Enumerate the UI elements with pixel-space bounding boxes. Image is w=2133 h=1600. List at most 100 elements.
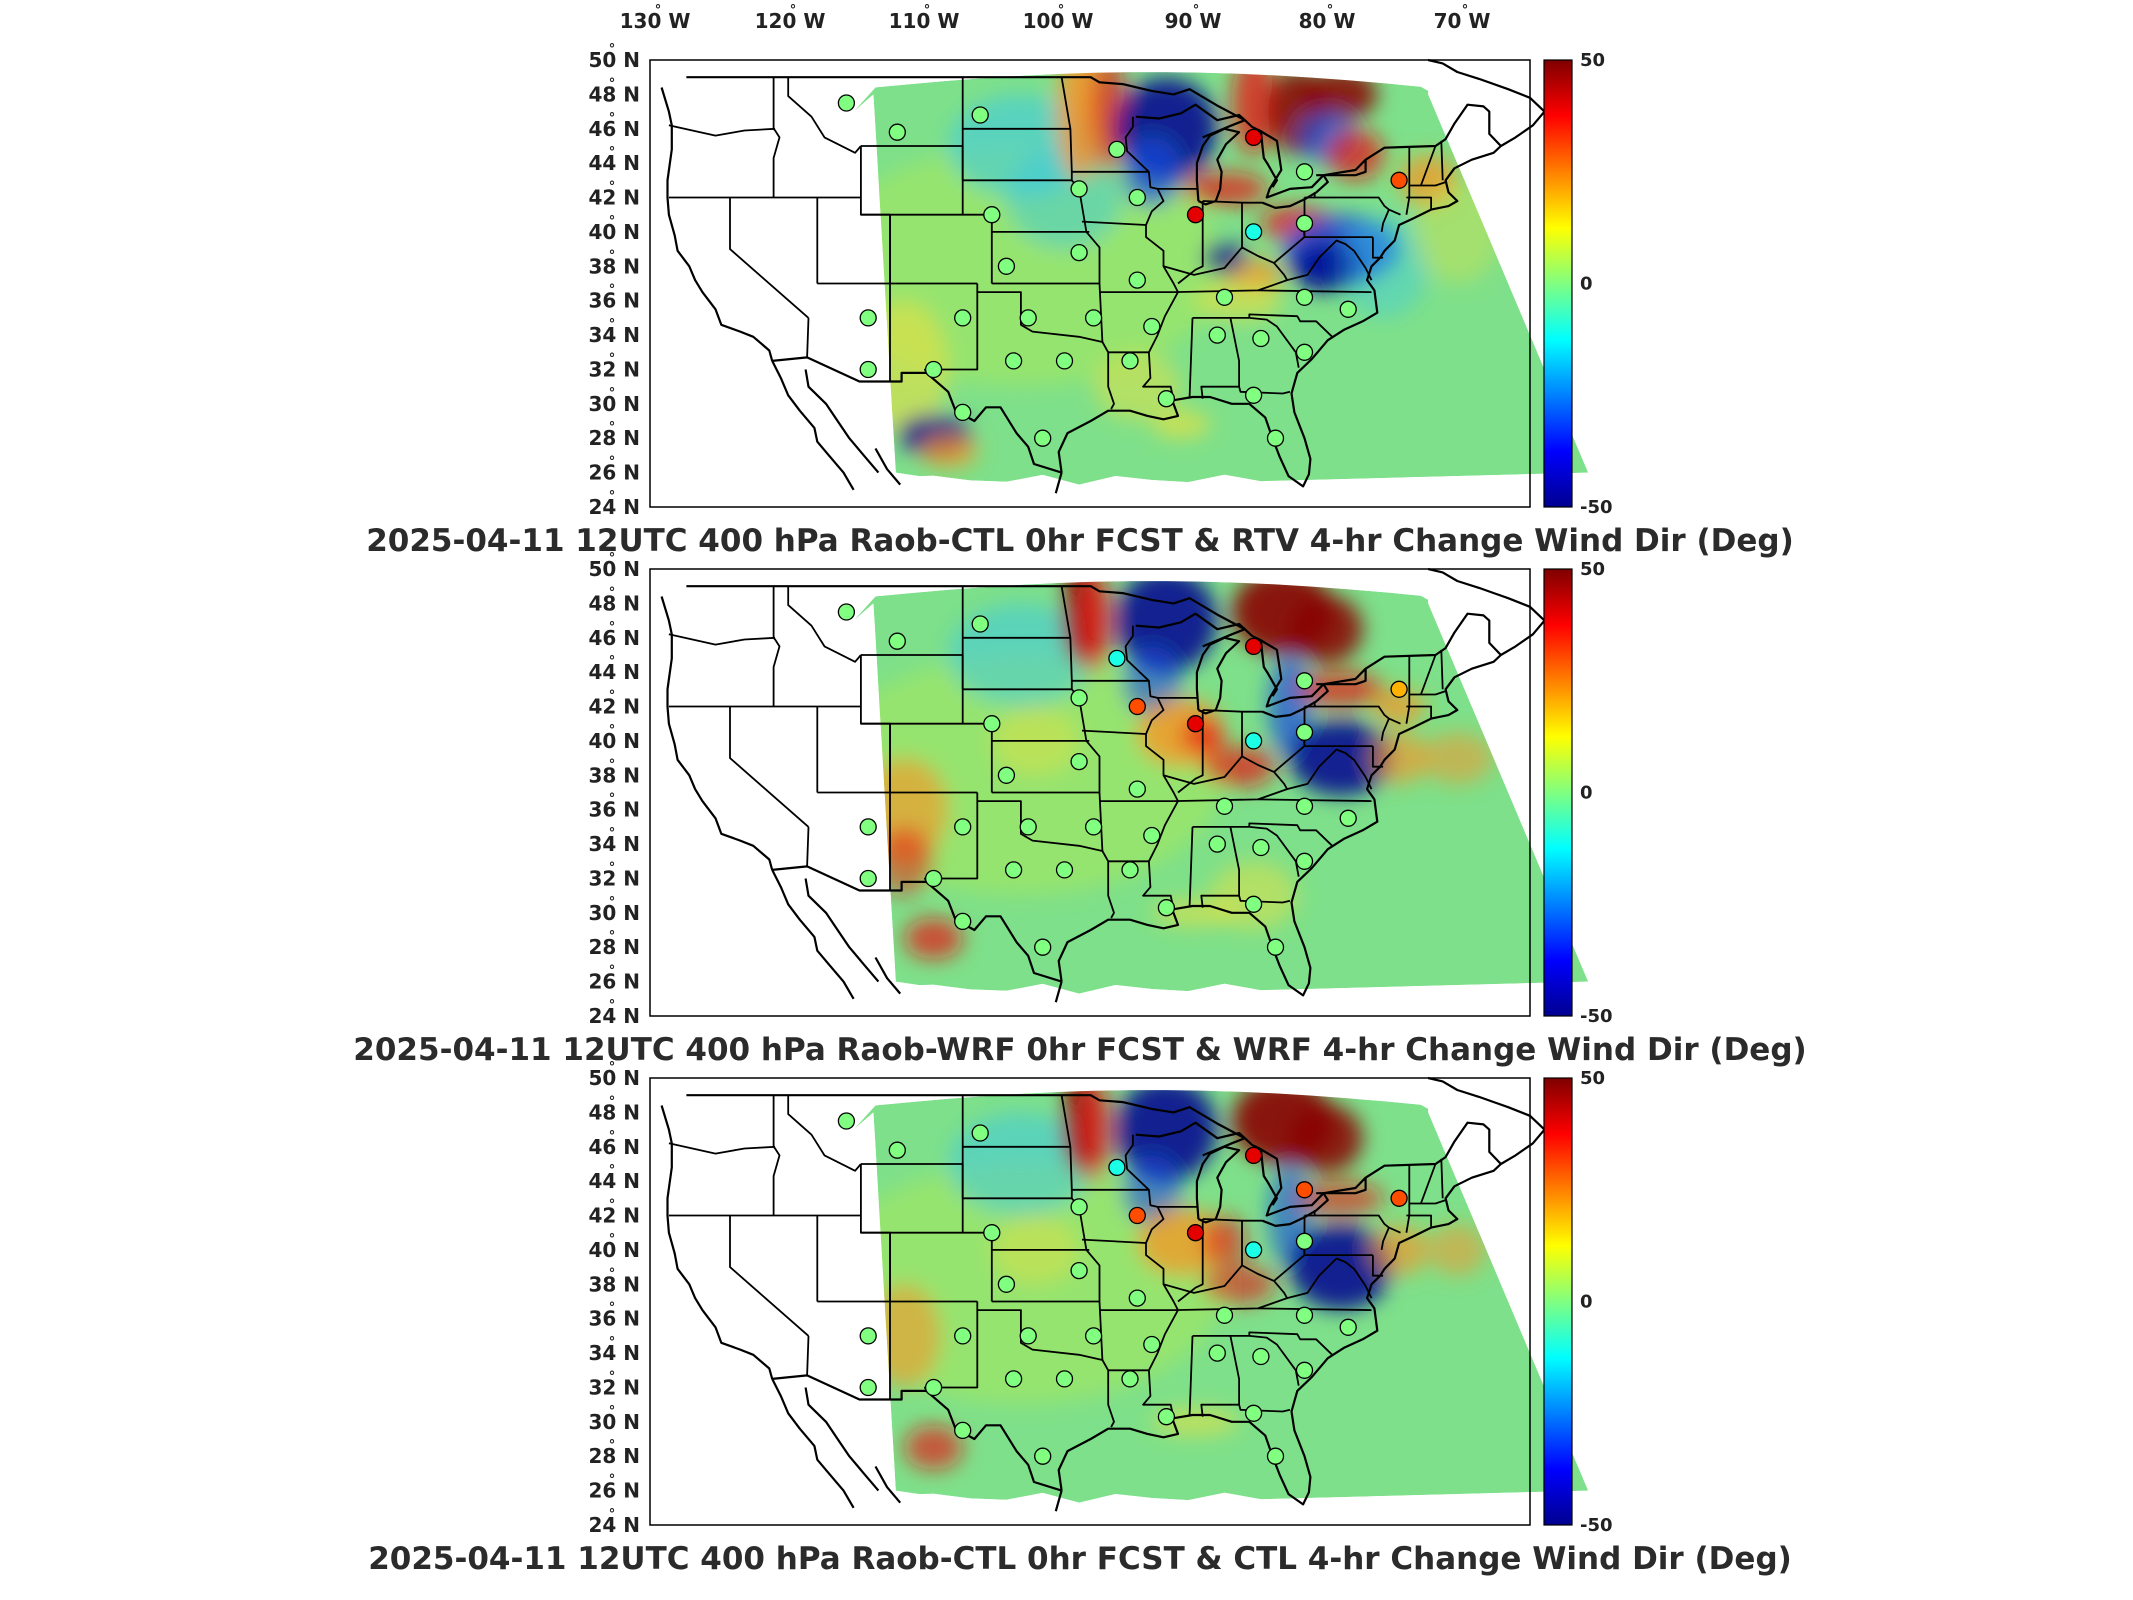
degree-mark: ° <box>609 620 616 635</box>
state-border <box>1286 1257 1373 1299</box>
coastlines-and-borders <box>660 58 1546 494</box>
state-border <box>1163 755 1288 802</box>
lat-tick-label: 38 N <box>588 763 640 787</box>
state-border <box>1372 237 1384 259</box>
raob-station-marker <box>1244 128 1263 147</box>
state-border <box>1257 289 1372 293</box>
map-axes-frame <box>649 568 1531 1017</box>
colorbar-gradient <box>1543 1077 1573 1526</box>
raob-station-marker <box>1128 1206 1146 1225</box>
state-border <box>1286 748 1373 790</box>
raob-station-marker <box>837 94 856 112</box>
degree-mark: ° <box>609 420 616 435</box>
state-border <box>1163 1264 1288 1311</box>
field-blob <box>1372 689 1426 724</box>
raob-station-marker <box>1034 938 1052 956</box>
field-blob <box>1093 352 1181 422</box>
state-border <box>1124 116 1179 401</box>
raob-station-marker <box>997 1275 1016 1293</box>
raob-station-marker <box>983 206 1001 224</box>
state-border <box>1409 690 1446 696</box>
state-border <box>976 792 1115 919</box>
degree-mark: ° <box>790 3 797 18</box>
raob-station-marker <box>1252 838 1270 857</box>
state-border <box>787 586 862 663</box>
raob-station-marker <box>971 1124 989 1142</box>
latitude-axis: 50 N°48 N°46 N°44 N°42 N°40 N°38 N°36 N°… <box>588 551 640 1028</box>
raob-station-marker <box>1084 309 1103 327</box>
degree-mark: ° <box>1193 3 1200 18</box>
coastline <box>660 596 774 871</box>
state-border <box>1314 705 1401 725</box>
state-border <box>976 1301 1115 1428</box>
raob-station-marker <box>1339 300 1357 318</box>
state-border <box>1405 146 1411 215</box>
raob-station-marker <box>1055 861 1074 879</box>
degree-mark: ° <box>609 489 616 504</box>
map-axes-frame <box>649 1077 1531 1526</box>
raob-station-marker <box>1390 680 1408 698</box>
field-blob <box>1202 1215 1247 1268</box>
lat-tick-label: 26 N <box>588 970 640 994</box>
lat-tick-label: 40 N <box>588 1238 640 1262</box>
state-border <box>1177 710 1204 794</box>
state-border <box>806 317 810 358</box>
raob-station-marker <box>1070 752 1088 771</box>
colorbar-tick-label: -50 <box>1580 1006 1613 1027</box>
state-border <box>1177 201 1204 285</box>
raob-station-marker <box>1244 895 1263 913</box>
lat-tick-label: 32 N <box>588 358 640 382</box>
degree-mark: ° <box>609 180 616 195</box>
raob-station-marker <box>888 123 906 141</box>
state-border <box>1286 239 1373 281</box>
raob-station-marker <box>954 309 972 327</box>
degree-mark: ° <box>609 248 616 263</box>
state-border <box>1081 220 1147 226</box>
raob-station-marker <box>1128 1289 1146 1307</box>
field-blob <box>1428 1224 1487 1276</box>
degree-mark: ° <box>609 585 616 600</box>
lat-tick-label: 32 N <box>588 867 640 891</box>
state-border <box>1440 649 1444 690</box>
great-lake-shore <box>1135 612 1246 648</box>
colorbar-gradient <box>1543 59 1573 508</box>
state-border <box>806 826 810 867</box>
field-blob <box>904 1425 963 1470</box>
degree-mark: ° <box>609 1473 616 1488</box>
raob-station-marker <box>1143 317 1161 336</box>
great-lake-shore <box>1316 1177 1367 1195</box>
lat-tick-label: 36 N <box>588 289 640 313</box>
lat-tick-label: 48 N <box>588 1100 640 1124</box>
raob-station-marker <box>1295 343 1314 361</box>
raob-station-marker <box>859 869 877 888</box>
state-border <box>1372 1255 1384 1277</box>
state-border <box>1081 729 1147 735</box>
degree-mark: ° <box>609 826 616 841</box>
lat-tick-label: 36 N <box>588 1307 640 1331</box>
degree-mark: ° <box>609 386 616 401</box>
state-border <box>1440 140 1444 181</box>
great-lake-shore <box>1316 159 1367 177</box>
raob-station-marker <box>1215 288 1234 306</box>
state-border <box>1406 196 1432 210</box>
degree-mark: ° <box>609 283 616 298</box>
state-border <box>1249 1335 1300 1386</box>
degree-mark: ° <box>609 551 616 566</box>
field-blob <box>1304 72 1378 121</box>
raob-station-marker <box>837 1112 856 1130</box>
raob-station-marker <box>1143 826 1161 845</box>
raob-station-marker <box>1121 861 1139 879</box>
panel-title-ctl: 2025-04-11 12UTC 400 hPa Raob-CTL 0hr FC… <box>368 1541 1792 1577</box>
state-border <box>1440 1158 1444 1199</box>
raob-station-marker <box>1244 1404 1263 1422</box>
lat-tick-label: 32 N <box>588 1376 640 1400</box>
state-border <box>1124 625 1179 910</box>
raob-station-marker <box>1390 171 1408 189</box>
raob-stations <box>837 1112 1408 1465</box>
colorbar: 50 0 -50 <box>1543 1068 1613 1536</box>
raob-station-marker <box>1157 390 1176 408</box>
degree-mark: ° <box>1462 3 1469 18</box>
raob-station-marker <box>1157 899 1176 917</box>
colorbar-tick-label: 0 <box>1580 1292 1593 1313</box>
map-panel-rtv: 50 N°48 N°46 N°44 N°42 N°40 N°38 N°36 N°… <box>588 42 1612 519</box>
